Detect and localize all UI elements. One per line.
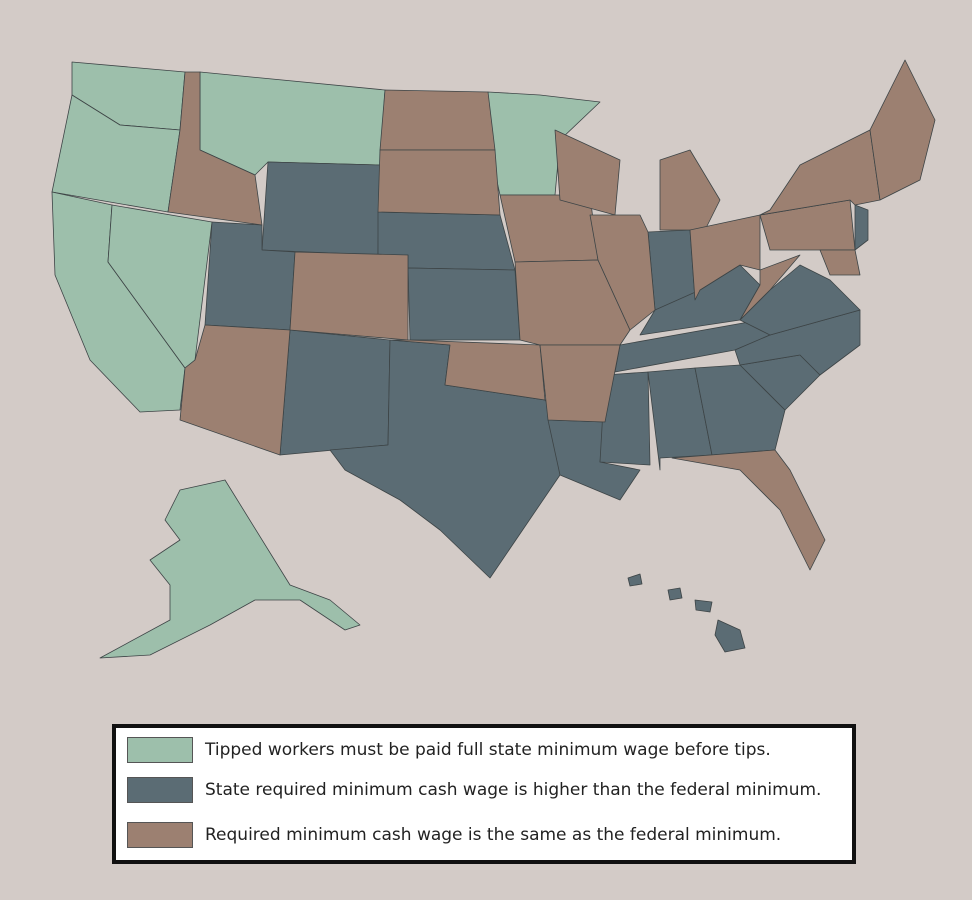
state — [759, 129, 881, 216]
legend-item: State required minimum cash wage is high… — [127, 777, 821, 803]
state — [671, 449, 826, 571]
state — [279, 329, 391, 456]
legend-label: Required minimum cash wage is the same a… — [205, 825, 782, 845]
state — [167, 71, 263, 226]
legend-label: State required minimum cash wage is high… — [205, 780, 822, 800]
state — [407, 267, 521, 341]
state — [714, 619, 746, 653]
state — [667, 587, 683, 601]
state — [647, 367, 713, 471]
legend-swatch — [127, 777, 193, 803]
state — [261, 161, 381, 256]
legend-item: Required minimum cash wage is the same a… — [127, 822, 781, 848]
state — [819, 249, 861, 276]
state — [179, 324, 291, 456]
state — [289, 251, 409, 341]
state — [694, 599, 713, 613]
state — [199, 71, 386, 176]
state — [589, 214, 656, 331]
state — [99, 479, 361, 659]
state — [627, 573, 643, 587]
state — [599, 371, 651, 466]
legend-swatch — [127, 737, 193, 763]
state — [539, 344, 621, 423]
legend-item: Tipped workers must be paid full state m… — [127, 737, 771, 763]
map — [51, 59, 936, 659]
legend: Tipped workers must be paid full state m… — [112, 724, 856, 864]
legend-label: Tipped workers must be paid full state m… — [205, 740, 771, 760]
state — [379, 89, 496, 151]
legend-swatch — [127, 822, 193, 848]
state — [869, 59, 936, 201]
state — [377, 149, 501, 216]
state — [739, 254, 801, 321]
state — [659, 149, 721, 231]
state — [854, 204, 869, 251]
